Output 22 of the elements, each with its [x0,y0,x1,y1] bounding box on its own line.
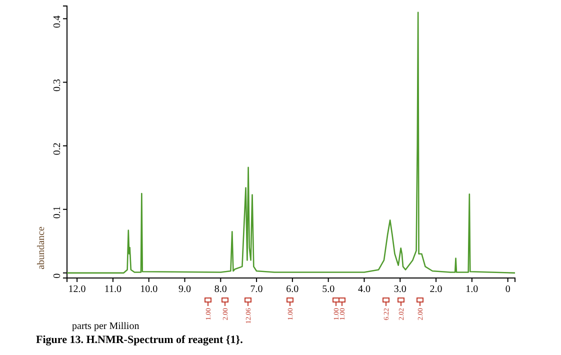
line-series [66,12,516,274]
x-tick-label: 7.0 [250,284,263,296]
x-tick-label: 6.0 [286,284,299,296]
y-axis-title: abundance [36,226,47,270]
y-tick-label: 0 [52,273,63,278]
x-tick-label: 1.0 [466,284,478,296]
x-tick-label: 5.0 [322,284,335,296]
y-tick-label: 0.2 [52,142,63,156]
x-axis-title: parts per Million [72,321,140,332]
y-tick-label: 0.4 [52,15,63,28]
x-tick-label: 9.0 [178,284,191,296]
x-tick-label: 4.0 [358,284,370,296]
text: Figure 13. H.NMR-Spectrum of reagent {1}. [36,334,244,346]
y-tick-label: 0.3 [52,79,63,92]
x-tick-label: 12.0 [68,284,86,296]
x-tick-label: 3.0 [394,284,406,296]
y-tick-label: 0.1 [52,206,63,219]
x-tick-label: 8.0 [214,284,227,296]
x-tick-label: 10.0 [140,284,158,296]
x-tick-label: 11.0 [104,284,122,296]
x-tick-label: 2.0 [430,284,442,296]
x-tick-label: 0 [505,284,510,296]
